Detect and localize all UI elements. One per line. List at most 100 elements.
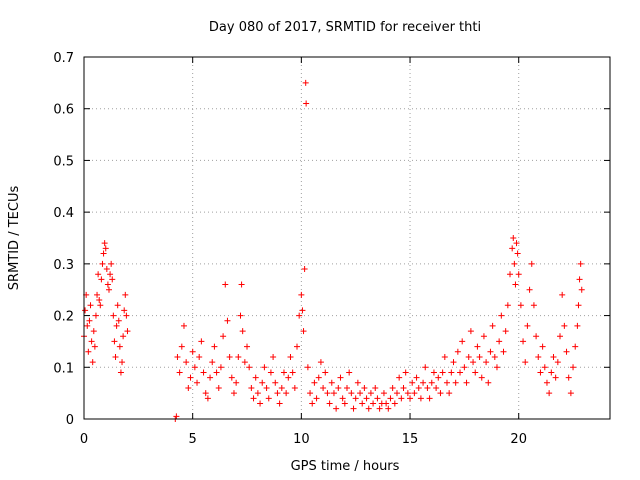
data-point xyxy=(357,390,364,397)
data-point xyxy=(108,260,115,267)
data-point xyxy=(496,338,503,345)
y-tick-label: 0.7 xyxy=(53,51,74,66)
data-point xyxy=(433,384,440,391)
data-point xyxy=(176,369,183,376)
data-point xyxy=(320,384,327,391)
data-point xyxy=(515,271,522,278)
data-point xyxy=(185,384,192,391)
y-tick-label: 0 xyxy=(66,413,74,428)
data-point xyxy=(524,322,531,329)
data-point xyxy=(511,260,518,267)
data-point xyxy=(120,333,127,340)
data-point xyxy=(420,379,427,386)
data-point xyxy=(116,343,123,350)
data-point xyxy=(289,369,296,376)
data-point xyxy=(324,390,331,397)
data-point xyxy=(514,250,521,257)
data-point xyxy=(191,364,198,371)
data-point xyxy=(417,395,424,402)
data-point xyxy=(535,353,542,360)
data-point xyxy=(265,395,272,402)
data-point xyxy=(86,317,93,324)
x-axis-label: GPS time / hours xyxy=(291,459,400,474)
data-point xyxy=(241,359,248,366)
data-point xyxy=(365,405,372,412)
data-point xyxy=(280,369,287,376)
data-point xyxy=(552,374,559,381)
data-point xyxy=(298,291,305,298)
data-point xyxy=(237,312,244,319)
data-point xyxy=(88,338,95,345)
data-point xyxy=(461,364,468,371)
data-point xyxy=(352,395,359,402)
data-point xyxy=(228,374,235,381)
data-point xyxy=(307,390,314,397)
data-point xyxy=(196,353,203,360)
data-point xyxy=(246,364,253,371)
data-point xyxy=(512,281,519,288)
data-point xyxy=(296,312,303,319)
data-point xyxy=(254,390,261,397)
data-point xyxy=(576,276,583,283)
data-point xyxy=(200,369,207,376)
data-point xyxy=(287,353,294,360)
data-point xyxy=(437,390,444,397)
data-point xyxy=(215,384,222,391)
data-point xyxy=(467,328,474,335)
data-point xyxy=(248,384,255,391)
data-point xyxy=(104,281,111,288)
data-point xyxy=(328,379,335,386)
data-points xyxy=(81,79,585,422)
data-point xyxy=(480,333,487,340)
data-point xyxy=(546,390,553,397)
data-point xyxy=(220,333,227,340)
data-point xyxy=(424,384,431,391)
data-point xyxy=(350,405,357,412)
data-point xyxy=(465,353,472,360)
x-tick-label: 20 xyxy=(510,432,527,447)
data-point xyxy=(567,390,574,397)
data-point xyxy=(402,369,409,376)
data-point xyxy=(489,322,496,329)
data-point xyxy=(572,343,579,350)
data-point xyxy=(333,405,340,412)
data-point xyxy=(98,276,105,283)
data-point xyxy=(452,379,459,386)
data-point xyxy=(435,374,442,381)
data-point xyxy=(483,359,490,366)
data-point xyxy=(374,395,381,402)
data-point xyxy=(361,384,368,391)
data-point xyxy=(563,348,570,355)
data-point xyxy=(270,353,277,360)
data-point xyxy=(528,260,535,267)
data-point xyxy=(565,374,572,381)
data-point xyxy=(348,390,355,397)
data-point xyxy=(91,343,98,350)
y-axis-label: SRMTID / TECUs xyxy=(7,186,22,291)
data-point xyxy=(278,384,285,391)
data-point xyxy=(96,297,103,304)
data-point xyxy=(107,271,114,278)
data-point xyxy=(103,266,110,273)
data-point xyxy=(311,379,318,386)
data-point xyxy=(202,390,209,397)
data-point xyxy=(504,302,511,309)
data-point xyxy=(224,317,231,324)
data-point xyxy=(99,260,106,267)
data-point xyxy=(383,400,390,407)
data-point xyxy=(217,364,224,371)
data-point xyxy=(317,359,324,366)
data-point xyxy=(85,348,92,355)
data-point xyxy=(530,302,537,309)
data-point xyxy=(111,338,118,345)
data-point xyxy=(341,400,348,407)
data-point xyxy=(263,384,270,391)
data-point xyxy=(294,343,301,350)
data-point xyxy=(463,379,470,386)
data-point xyxy=(117,369,124,376)
x-axis-ticks: 0 5 10 15 20 xyxy=(80,57,527,447)
data-point xyxy=(274,390,281,397)
data-point xyxy=(446,390,453,397)
data-point xyxy=(370,400,377,407)
